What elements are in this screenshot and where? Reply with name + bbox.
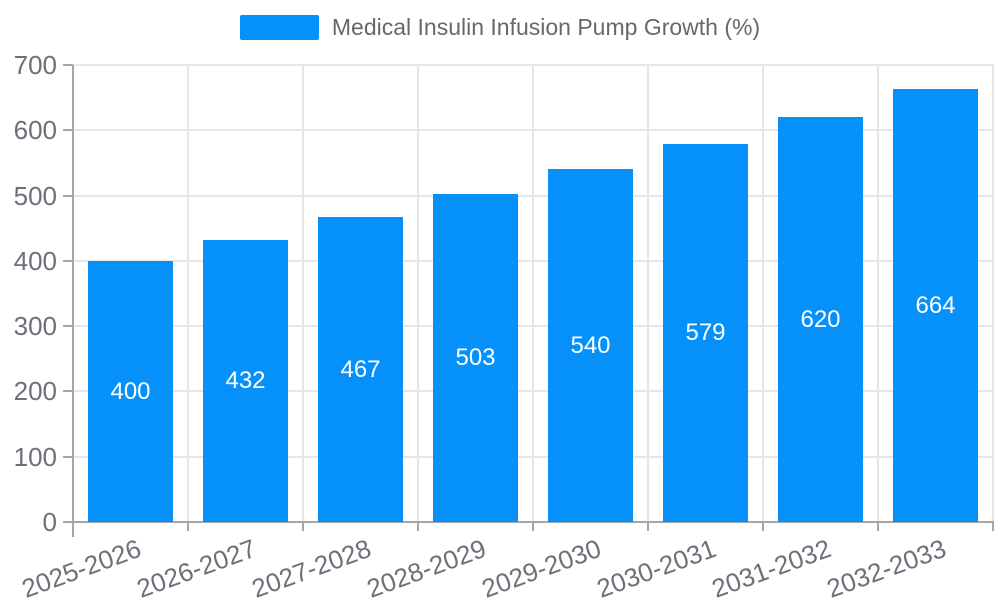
- x-axis-category-label: 2029-2030: [477, 533, 605, 600]
- v-gridline: [187, 65, 189, 522]
- y-axis-tick: [63, 64, 73, 66]
- x-axis-tick: [992, 522, 994, 531]
- x-axis-line: [63, 521, 994, 523]
- v-gridline: [302, 65, 304, 522]
- bar-value-label: 400: [110, 377, 151, 405]
- y-axis-tick-label: 100: [13, 442, 57, 472]
- x-axis-tick: [532, 522, 534, 531]
- y-axis-tick-label: 0: [42, 507, 57, 537]
- v-gridline: [647, 65, 649, 522]
- bar-2028-2029[interactable]: 503: [433, 194, 518, 522]
- y-axis-tick-label: 500: [13, 181, 57, 211]
- legend-label: Medical Insulin Infusion Pump Growth (%): [331, 14, 761, 40]
- x-axis-category-label: 2025-2026: [17, 533, 145, 600]
- bar-value-label: 540: [570, 331, 611, 359]
- legend-color-swatch-icon: [239, 15, 319, 40]
- y-axis-tick-label: 700: [13, 50, 57, 80]
- y-axis-tick: [63, 325, 73, 327]
- y-axis-tick: [63, 521, 73, 523]
- bar-value-label: 467: [340, 355, 381, 383]
- v-gridline: [992, 65, 994, 522]
- y-axis-tick: [63, 390, 73, 392]
- y-axis-tick-label: 200: [13, 376, 57, 406]
- bar-2031-2032[interactable]: 620: [778, 117, 863, 522]
- y-axis-tick-label: 300: [13, 311, 57, 341]
- bar-2026-2027[interactable]: 432: [203, 240, 288, 522]
- bar-2032-2033[interactable]: 664: [893, 89, 978, 522]
- y-axis-tick-label: 400: [13, 246, 57, 276]
- legend-item[interactable]: Medical Insulin Infusion Pump Growth (%): [0, 14, 1000, 41]
- x-axis-category-label: 2031-2032: [707, 533, 835, 600]
- v-gridline: [762, 65, 764, 522]
- bar-value-label: 503: [455, 344, 496, 371]
- y-axis-line: [72, 65, 74, 537]
- bar-2027-2028[interactable]: 467: [318, 217, 403, 522]
- x-axis-category-label: 2027-2028: [247, 533, 375, 600]
- bar-2030-2031[interactable]: 579: [663, 144, 748, 522]
- x-axis-tick: [417, 522, 419, 531]
- y-axis-tick: [63, 195, 73, 197]
- bar-value-label: 664: [915, 291, 956, 319]
- v-gridline: [877, 65, 879, 522]
- bar-value-label: 432: [225, 367, 266, 394]
- x-axis-tick: [72, 522, 74, 531]
- bar-2029-2030[interactable]: 540: [548, 169, 633, 522]
- y-axis-tick: [63, 129, 73, 131]
- x-axis-category-label: 2028-2029: [362, 533, 490, 600]
- x-axis-category-label: 2030-2031: [592, 533, 720, 600]
- y-axis-tick: [63, 260, 73, 262]
- x-axis-tick: [187, 522, 189, 531]
- x-axis-tick: [877, 522, 879, 531]
- x-axis-category-label: 2026-2027: [132, 533, 260, 600]
- bar-2025-2026[interactable]: 400: [88, 261, 173, 522]
- x-axis-tick: [762, 522, 764, 531]
- y-axis-tick: [63, 456, 73, 458]
- v-gridline: [417, 65, 419, 522]
- bar-value-label: 620: [800, 305, 841, 333]
- bar-value-label: 579: [685, 319, 726, 346]
- x-axis-category-label: 2032-2033: [822, 533, 950, 600]
- v-gridline: [532, 65, 534, 522]
- x-axis-tick: [302, 522, 304, 531]
- y-axis-tick-label: 600: [13, 115, 57, 145]
- x-axis-tick: [647, 522, 649, 531]
